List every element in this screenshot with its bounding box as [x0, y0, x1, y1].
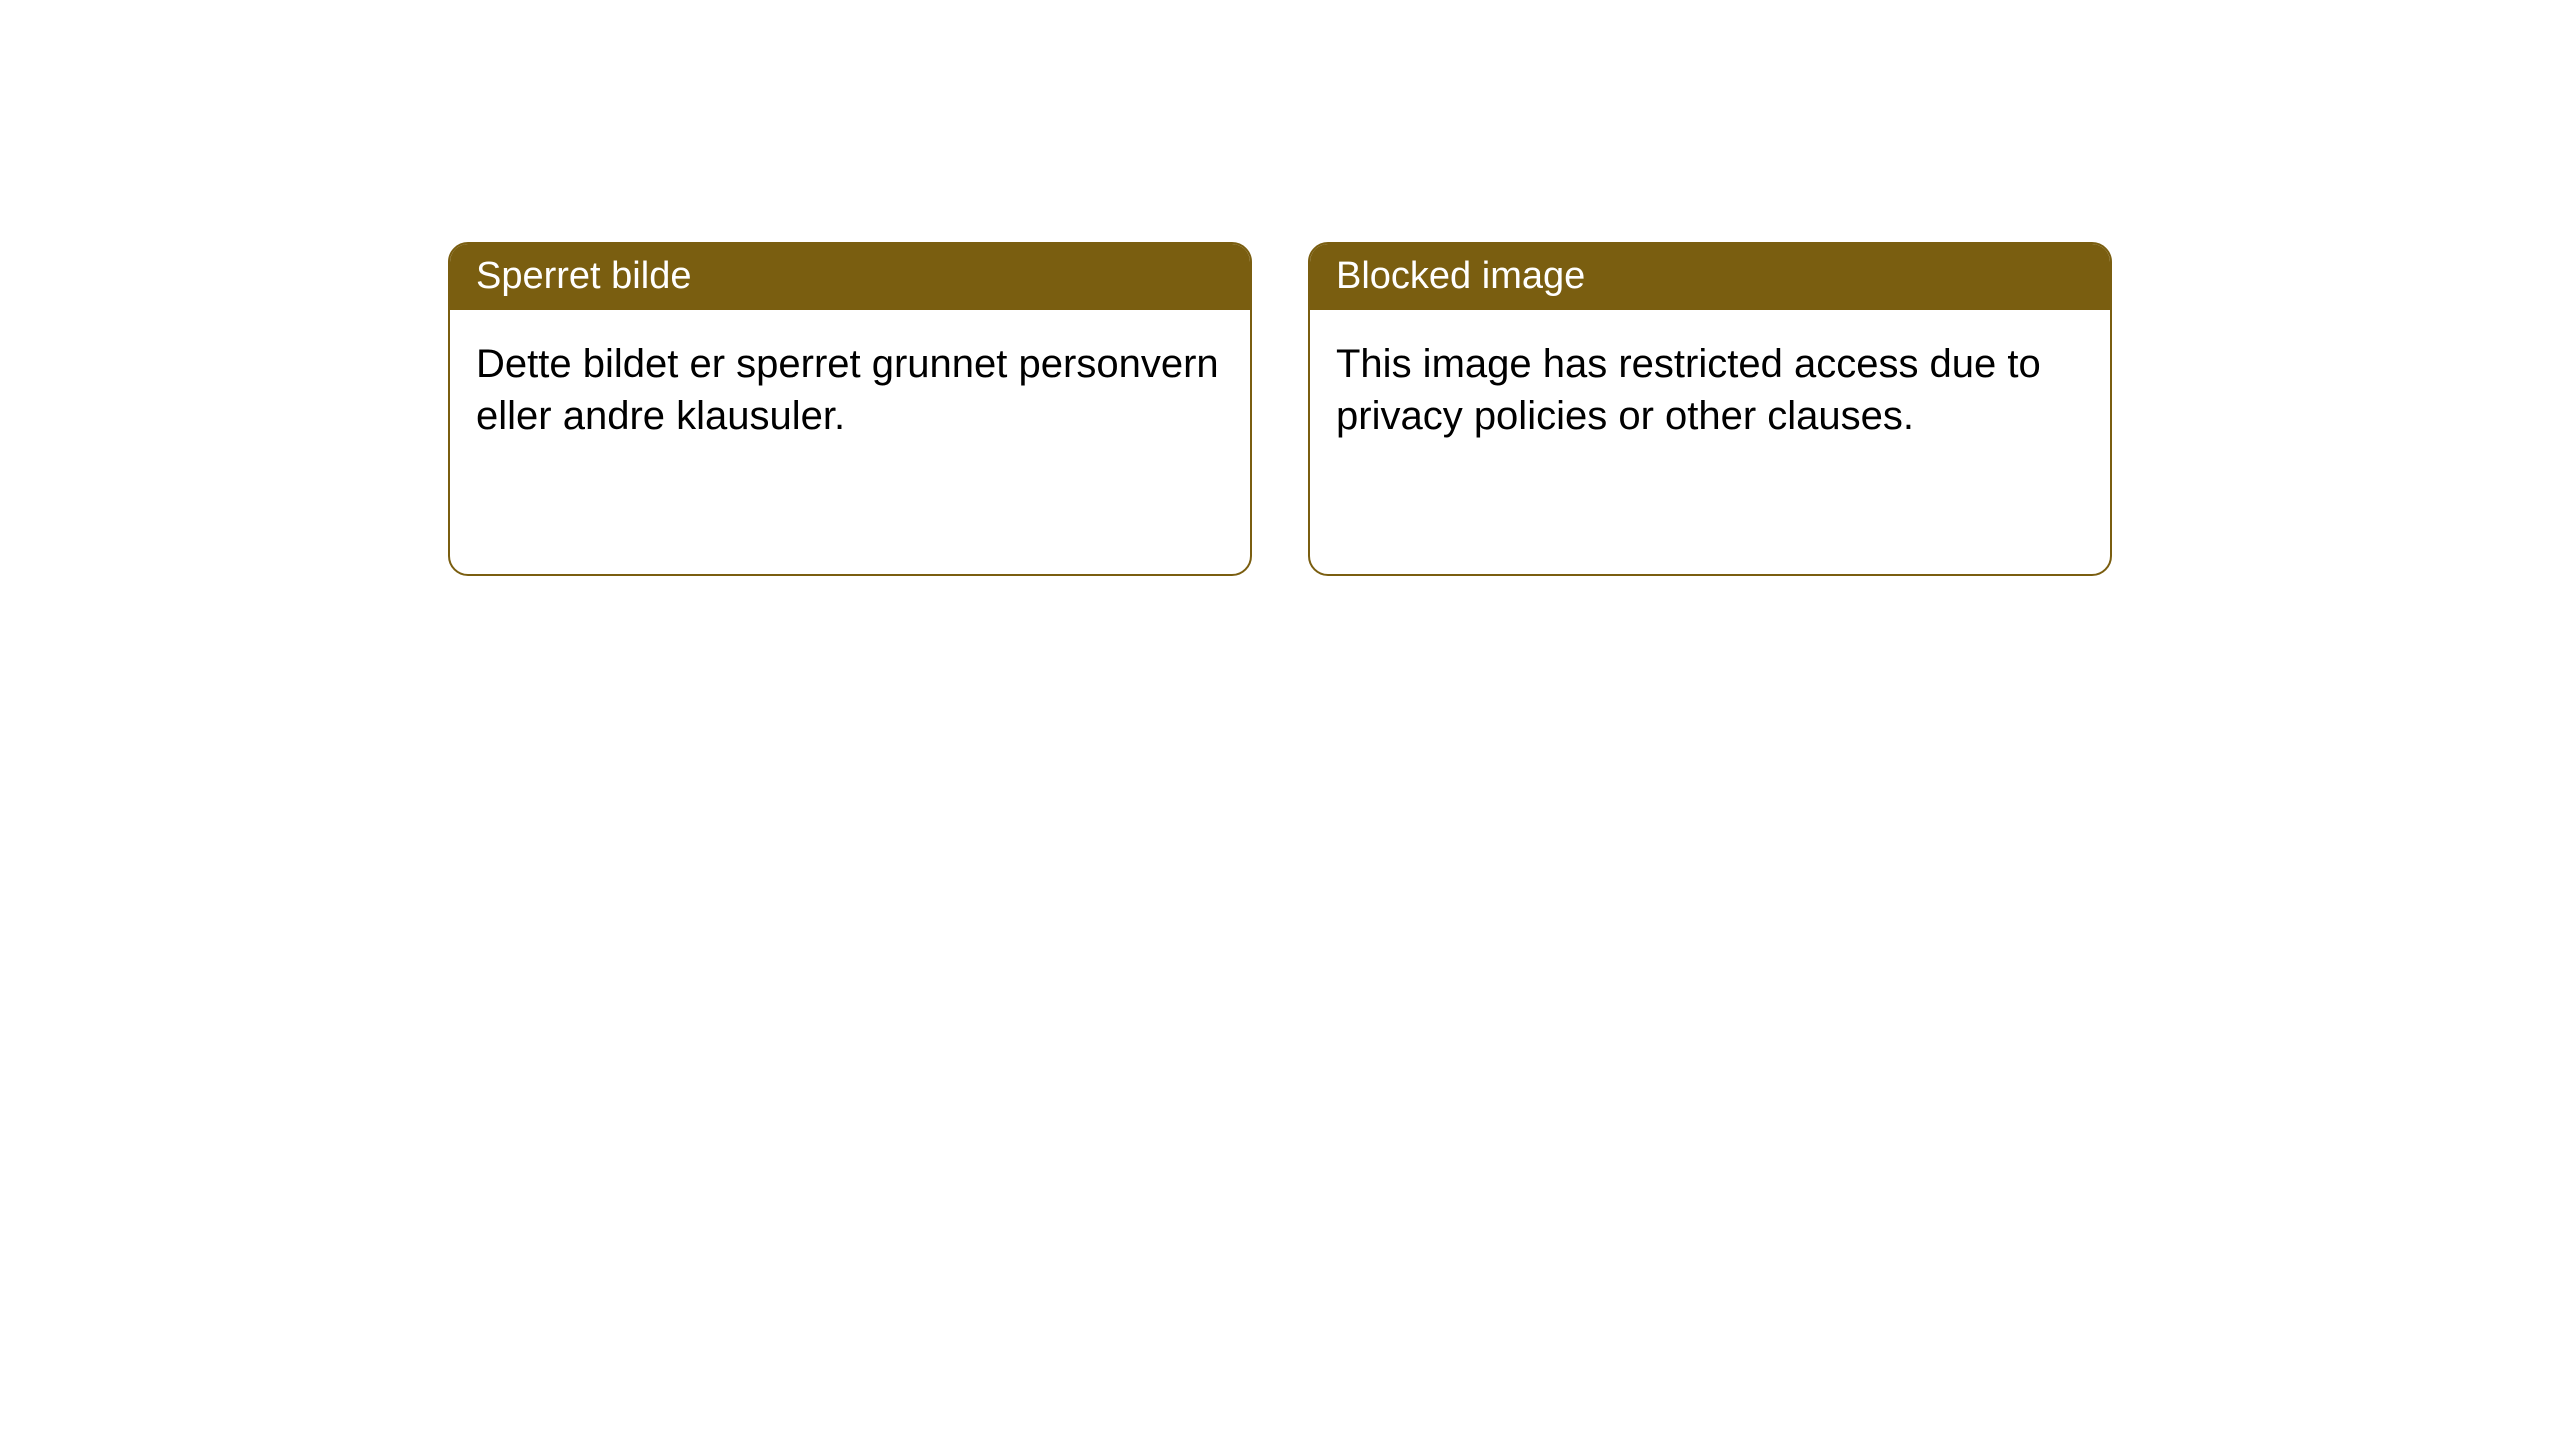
notice-card-header: Blocked image [1310, 244, 2110, 310]
notice-card-body: Dette bildet er sperret grunnet personve… [450, 310, 1250, 470]
notice-card-header: Sperret bilde [450, 244, 1250, 310]
notice-card-body: This image has restricted access due to … [1310, 310, 2110, 470]
notice-card-norwegian: Sperret bilde Dette bildet er sperret gr… [448, 242, 1252, 576]
notice-cards-container: Sperret bilde Dette bildet er sperret gr… [0, 0, 2560, 576]
notice-card-english: Blocked image This image has restricted … [1308, 242, 2112, 576]
